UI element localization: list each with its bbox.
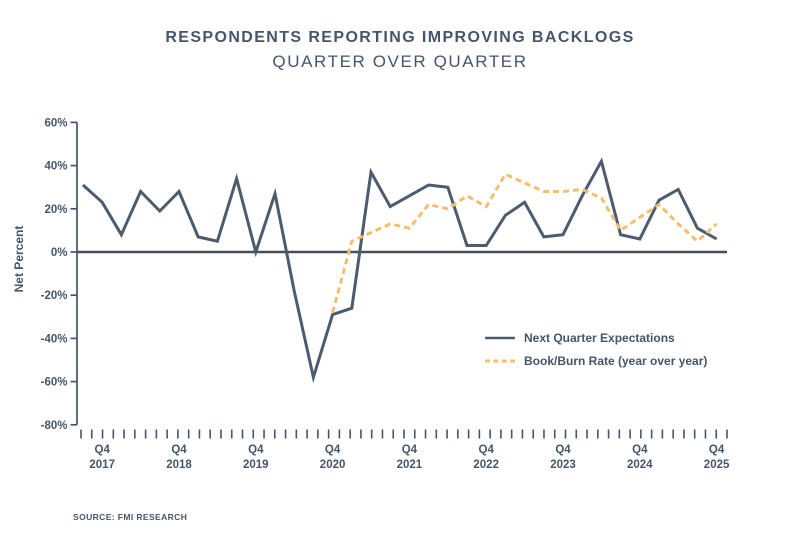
- x-tick-label-year: 2022: [473, 459, 499, 471]
- source-note: SOURCE: FMI RESEARCH: [73, 512, 188, 522]
- x-tick-label-quarter: Q4: [402, 444, 418, 456]
- y-tick-label: -80%: [41, 420, 68, 432]
- dashed-line-icon: [485, 359, 515, 363]
- x-tick-label-year: 2021: [397, 459, 423, 471]
- x-tick-label-year: 2020: [320, 459, 346, 471]
- legend-label-expectations: Next Quarter Expectations: [524, 331, 675, 345]
- x-tick-label-quarter: Q4: [248, 444, 264, 456]
- solid-line-icon: [485, 336, 515, 340]
- y-tick-label: 0%: [51, 247, 68, 259]
- y-tick-label: 20%: [44, 204, 67, 216]
- legend-label-bookburn: Book/Burn Rate (year over year): [524, 354, 708, 368]
- x-tick-label-quarter: Q4: [555, 444, 571, 456]
- y-tick-label: -20%: [41, 290, 68, 302]
- series-line-bookburn: [331, 172, 718, 313]
- x-tick-label-year: 2019: [243, 459, 269, 471]
- x-tick-label-quarter: Q4: [479, 444, 495, 456]
- x-tick-label-year: 2025: [704, 459, 730, 471]
- x-tick-label-quarter: Q4: [171, 444, 187, 456]
- chart-subtitle: QUARTER OVER QUARTER: [272, 52, 528, 71]
- x-tick-label-year: 2017: [89, 459, 115, 471]
- y-tick-label: -40%: [41, 333, 68, 345]
- chart-title: RESPONDENTS REPORTING IMPROVING BACKLOGS: [165, 29, 635, 46]
- legend-item-expectations: Next Quarter Expectations: [485, 330, 707, 346]
- y-tick-label: 40%: [44, 161, 67, 173]
- x-tick-label-year: 2023: [550, 459, 576, 471]
- x-tick-label-quarter: Q4: [325, 444, 341, 456]
- legend-item-bookburn: Book/Burn Rate (year over year): [485, 353, 707, 369]
- x-tick-label-quarter: Q4: [632, 444, 648, 456]
- legend: Next Quarter Expectations Book/Burn Rate…: [485, 330, 707, 369]
- x-tick-label-year: 2024: [627, 459, 653, 471]
- x-tick-label-quarter: Q4: [709, 444, 725, 456]
- y-tick-label: 60%: [44, 117, 67, 129]
- x-tick-label-quarter: Q4: [95, 444, 111, 456]
- series-line-expectations: [81, 157, 718, 384]
- x-tick-label-year: 2018: [166, 459, 192, 471]
- y-tick-label: -60%: [41, 377, 68, 389]
